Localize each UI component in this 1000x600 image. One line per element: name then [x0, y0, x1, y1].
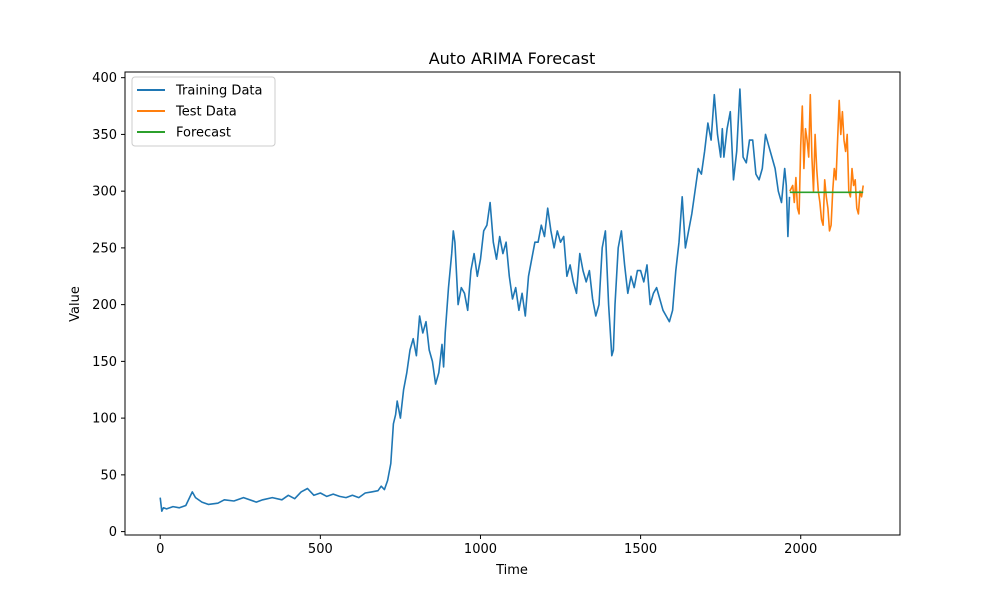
chart-title: Auto ARIMA Forecast	[429, 49, 596, 68]
y-tick-label: 0	[109, 525, 117, 540]
y-axis-label: Value	[68, 286, 83, 322]
series-line-training-data	[159, 88, 791, 513]
y-axis-ticks: 0 50 100 150 200 250 300 350 400	[92, 71, 125, 540]
x-tick-label: 1000	[464, 542, 497, 557]
y-tick-label: 50	[100, 468, 117, 483]
legend: Training Data Test Data Forecast	[131, 76, 276, 147]
series-line-test-data	[789, 93, 864, 232]
legend-box	[131, 76, 276, 147]
y-tick-label: 350	[92, 128, 117, 143]
x-tick-label: 500	[308, 542, 333, 557]
y-tick-label: 150	[92, 355, 117, 370]
legend-label-forecast: Forecast	[176, 126, 231, 141]
x-axis-label: Time	[495, 563, 528, 578]
y-tick-label: 250	[92, 241, 117, 256]
series-layer	[159, 88, 864, 513]
x-tick-label: 2000	[784, 542, 817, 557]
y-tick-label: 400	[92, 71, 117, 86]
x-axis-ticks: 0 500 1000 1500 2000	[156, 535, 817, 557]
legend-label-test-data: Test Data	[175, 105, 237, 120]
legend-label-training-data: Training Data	[175, 84, 262, 99]
plot-frame	[124, 71, 901, 536]
y-tick-label: 300	[92, 185, 117, 200]
x-tick-label: 0	[156, 542, 164, 557]
y-tick-label: 200	[92, 298, 117, 313]
x-tick-label: 1500	[624, 542, 657, 557]
y-tick-label: 100	[92, 412, 117, 427]
